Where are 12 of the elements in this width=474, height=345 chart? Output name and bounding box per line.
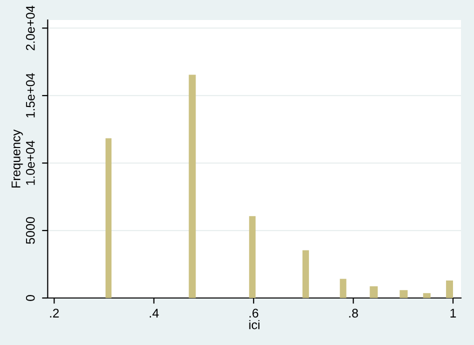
y-tick-label: 1.0e+04 [26, 140, 35, 185]
x-tick-label: .6 [250, 308, 258, 318]
y-tick-label: 1.5e+04 [26, 73, 35, 118]
x-axis-title: ici [249, 320, 260, 330]
y-tick-label: 2.0e+04 [26, 6, 35, 50]
y-tick-label: 0 [26, 295, 35, 301]
y-axis-title: Frequency [12, 129, 23, 188]
x-tick-label: .2 [50, 308, 59, 318]
x-tick-label: .4 [150, 308, 159, 318]
x-tick-label: 1 [450, 308, 456, 318]
y-tick-label: 5000 [26, 217, 35, 244]
x-tick-label: .8 [349, 308, 358, 318]
